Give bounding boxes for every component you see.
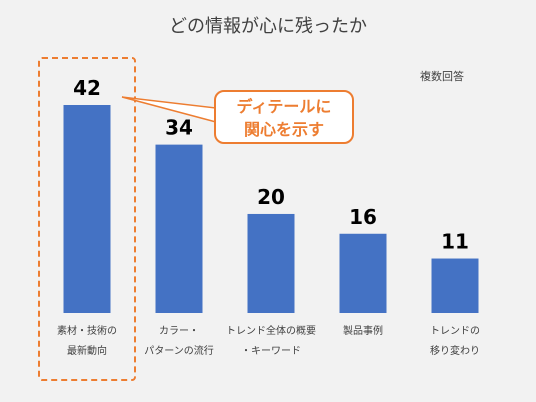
category-label-2-0: トレンド全体の概要: [226, 324, 316, 337]
category-label-1-0: カラー・: [159, 325, 199, 337]
callout-line-2: 関心を示す: [243, 120, 324, 139]
highlight-box: [38, 57, 136, 381]
category-label-0-1: 最新動向: [67, 344, 107, 357]
data-label-1: 34: [165, 116, 193, 140]
data-label-4: 11: [441, 230, 469, 254]
category-label-2-1: ・キーワード: [241, 346, 301, 357]
category-label-3-0: 製品事例: [343, 324, 383, 337]
bar-0: [63, 105, 111, 313]
bar-3: [339, 233, 387, 313]
category-label-4-0: トレンドの: [430, 326, 480, 337]
category-label-0-0: 素材・技術の: [57, 324, 117, 337]
category-label-1-1: パターンの流行: [144, 344, 214, 357]
bar-1: [155, 144, 203, 313]
bar-2: [247, 213, 295, 313]
chart-title: どの情報が心に残ったか: [169, 16, 367, 37]
data-label-3: 16: [349, 205, 377, 229]
data-label-2: 20: [257, 185, 285, 209]
callout-line-1: ディテールに: [236, 97, 332, 116]
detail-callout: ディテールに 関心を示す: [214, 90, 354, 144]
category-label-4-1: 移り変わり: [430, 344, 480, 357]
bar-4: [431, 258, 479, 313]
multiple-answer-note: 複数回答: [420, 70, 464, 83]
data-label-0: 42: [73, 76, 101, 100]
